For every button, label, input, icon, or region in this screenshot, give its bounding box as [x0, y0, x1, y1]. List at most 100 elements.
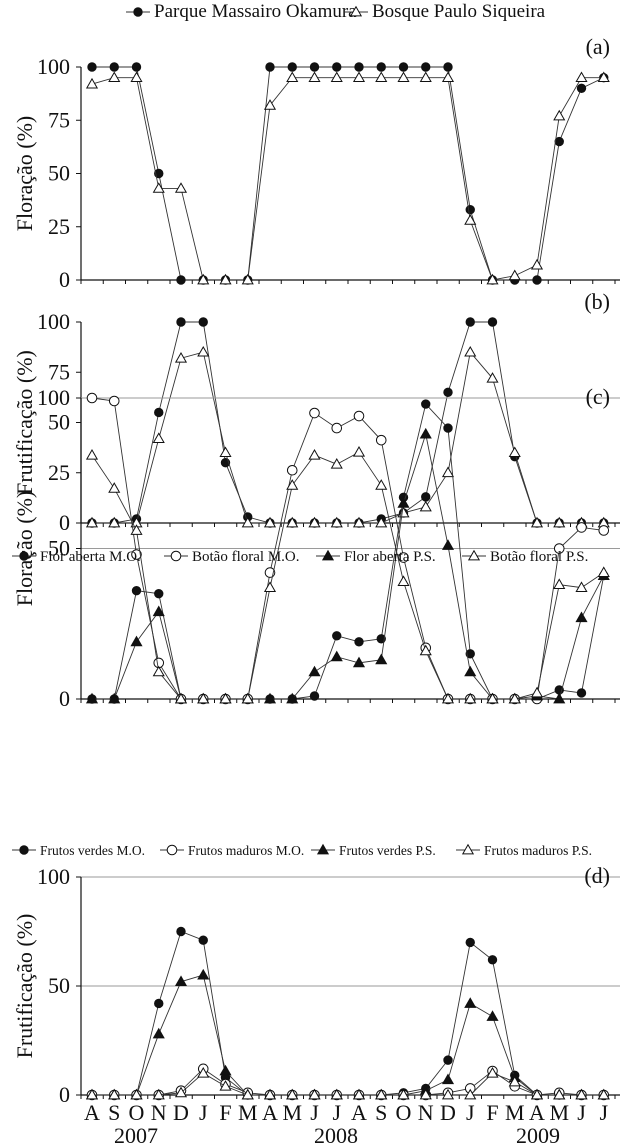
- data-point: [308, 1088, 321, 1100]
- legend-label: Frutos maduros M.O.: [188, 843, 304, 858]
- data-point: [241, 692, 254, 704]
- legend-label: Botão floral P.S.: [490, 549, 588, 565]
- data-point: [286, 516, 299, 528]
- data-point: [486, 273, 499, 285]
- legend-label: Frutos verdes M.O.: [40, 843, 145, 858]
- data-point: [174, 182, 188, 193]
- data-point: [375, 516, 388, 528]
- data-point: [332, 631, 342, 641]
- data-point: [263, 581, 277, 593]
- data-point: [441, 1088, 455, 1100]
- data-point: [154, 588, 164, 599]
- data-point: [465, 317, 475, 327]
- series-line: [92, 1072, 604, 1096]
- data-point: [263, 516, 277, 528]
- data-point: [353, 410, 365, 422]
- data-point: [441, 71, 455, 83]
- data-point: [576, 688, 587, 698]
- data-point: [576, 522, 587, 533]
- data-point: [576, 83, 587, 94]
- legend-label: Botão floral M.O.: [192, 549, 299, 565]
- x-tick-label: A: [529, 1100, 545, 1125]
- data-point: [330, 1088, 343, 1100]
- y-axis-label: Frutificação (%): [12, 914, 37, 1059]
- data-point: [308, 71, 321, 83]
- data-point: [486, 372, 499, 383]
- legend-d: Frutos verdes M.O. Frutos maduros M.O. Fru…: [12, 843, 592, 858]
- data-point: [375, 434, 387, 446]
- data-point: [352, 445, 366, 457]
- panel-label: (b): [584, 289, 610, 314]
- x-tick-label: M: [549, 1100, 569, 1125]
- x-tick-label: S: [108, 1100, 120, 1125]
- x-tick-label: D: [173, 1100, 189, 1125]
- data-point: [352, 656, 366, 668]
- data-point: [174, 1086, 188, 1098]
- data-point: [352, 71, 366, 83]
- data-point: [109, 62, 119, 72]
- data-point: [263, 99, 277, 110]
- panel-a: 0 25 50 75 100 Floração (%) (a): [12, 34, 620, 292]
- data-point: [152, 1088, 165, 1100]
- data-point: [421, 399, 431, 409]
- data-point: [597, 1088, 610, 1100]
- data-point: [130, 1088, 143, 1100]
- data-point: [486, 1010, 499, 1021]
- legend-marker: [461, 843, 475, 855]
- x-tick-label: M: [505, 1100, 525, 1125]
- x-tick-label: A: [84, 1100, 100, 1125]
- x-tick-label: O: [129, 1100, 145, 1125]
- series-2: [85, 968, 610, 1100]
- series-line: [92, 432, 605, 700]
- data-point: [421, 62, 431, 72]
- data-point: [108, 1088, 121, 1100]
- y-axis-label: Frutificação (%): [12, 350, 37, 495]
- data-point: [198, 935, 208, 945]
- data-point: [108, 692, 121, 704]
- data-point: [553, 543, 565, 554]
- legend-marker: [166, 844, 178, 856]
- panel-label: (d): [584, 863, 610, 888]
- year-label: 2007: [114, 1123, 158, 1147]
- legend-marker: [467, 549, 481, 561]
- panel-label: (a): [586, 34, 610, 59]
- y-tick-label: 100: [37, 385, 70, 410]
- series-1: [85, 345, 610, 528]
- data-point: [197, 273, 210, 285]
- data-point: [441, 1073, 455, 1085]
- data-point: [131, 62, 142, 72]
- data-point: [130, 635, 143, 647]
- data-point: [375, 653, 388, 665]
- data-point: [419, 644, 432, 656]
- data-point: [219, 446, 232, 458]
- x-tick-label: S: [375, 1100, 387, 1125]
- x-tick-label: F: [486, 1100, 498, 1125]
- data-point: [397, 497, 410, 508]
- legend-label: Parque Massairo Okamura: [154, 1, 357, 22]
- year-label: 2009: [516, 1123, 560, 1147]
- data-point: [376, 634, 386, 644]
- series-line: [91, 451, 605, 700]
- data-point: [376, 62, 386, 72]
- data-point: [397, 575, 410, 587]
- y-tick-label: 0: [59, 267, 70, 292]
- data-point: [286, 692, 299, 704]
- data-point: [553, 1088, 566, 1100]
- data-point: [598, 525, 610, 536]
- x-tick-label: M: [282, 1100, 302, 1125]
- data-point: [487, 317, 498, 327]
- data-point: [419, 71, 432, 83]
- data-point: [352, 1088, 366, 1100]
- x-tick-label: F: [219, 1100, 231, 1125]
- data-point: [85, 516, 99, 528]
- data-point: [85, 1088, 99, 1100]
- data-point: [464, 692, 477, 704]
- data-point: [154, 407, 164, 418]
- data-point: [397, 1088, 410, 1100]
- data-point: [465, 205, 475, 215]
- data-point: [85, 692, 99, 704]
- data-point: [530, 258, 544, 270]
- x-tick-label: A: [262, 1100, 278, 1125]
- data-point: [597, 71, 610, 83]
